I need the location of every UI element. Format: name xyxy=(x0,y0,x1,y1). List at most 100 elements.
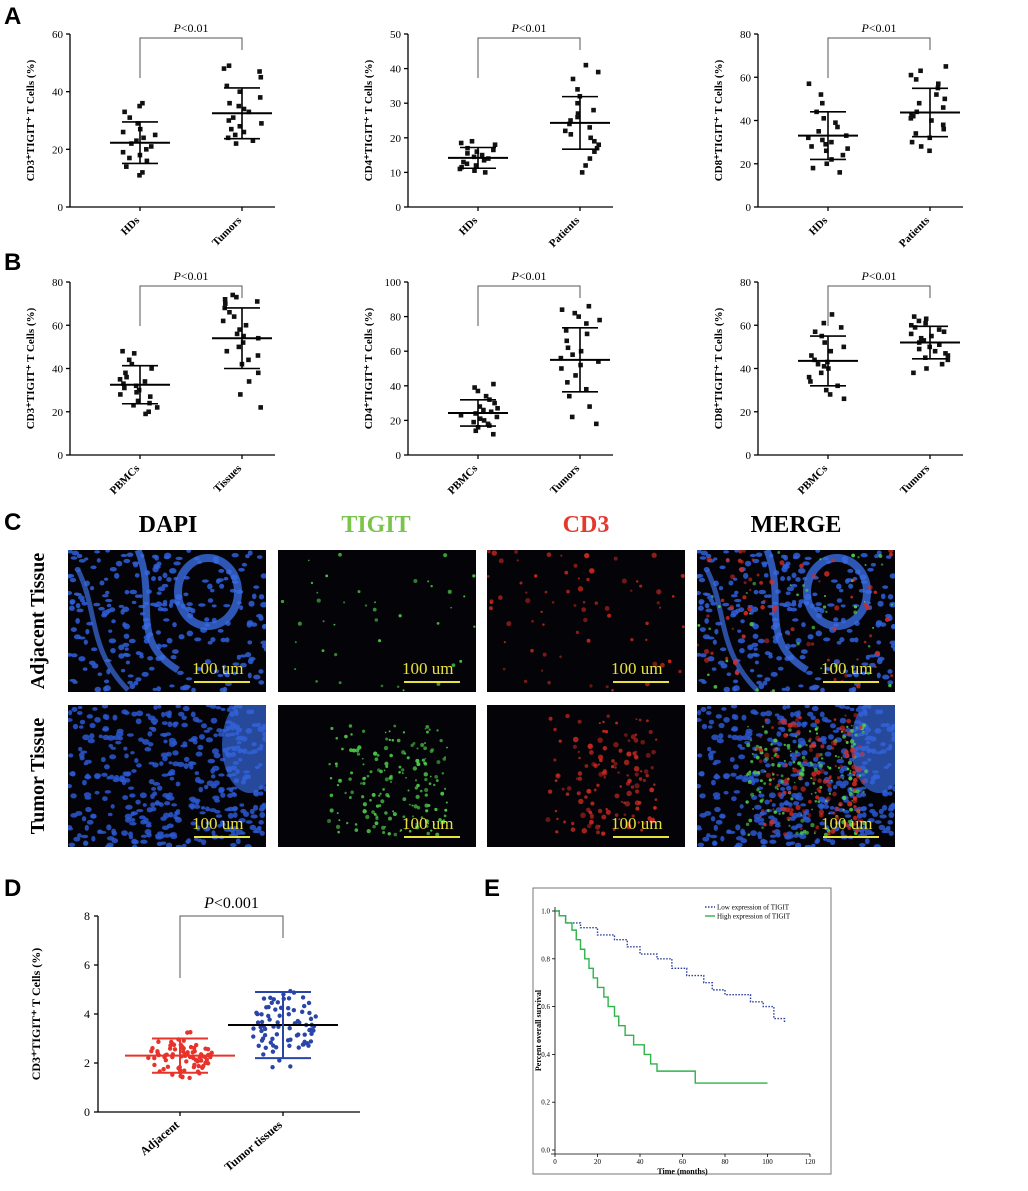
data-point xyxy=(134,138,139,143)
y-tick-label: 4 xyxy=(84,1007,90,1021)
data-point xyxy=(921,338,927,343)
data-point xyxy=(168,1043,173,1048)
data-point xyxy=(584,386,589,392)
data-point xyxy=(198,1058,204,1063)
y-tick-label: 8 xyxy=(84,909,90,923)
col-title-cd3: CD3 xyxy=(562,512,610,538)
micrograph-image xyxy=(68,705,266,847)
panel-letter-b: B xyxy=(4,249,21,276)
gland-structure xyxy=(75,568,130,692)
data-point xyxy=(259,1012,264,1017)
row-title: Adjacent Tissue xyxy=(27,553,49,690)
data-point xyxy=(237,123,243,129)
data-point xyxy=(190,1050,195,1055)
data-point xyxy=(824,161,830,167)
data-point xyxy=(180,1049,186,1054)
data-point xyxy=(146,1055,151,1061)
data-point xyxy=(918,144,924,149)
data-point xyxy=(809,144,814,149)
data-point xyxy=(255,1020,261,1025)
data-point xyxy=(178,1073,183,1079)
data-point xyxy=(934,92,939,97)
gland-structure xyxy=(803,554,871,630)
gland-structure xyxy=(174,554,242,630)
y-axis-title: CD8⁺TIGIT⁺ T Cells (%) xyxy=(713,307,725,429)
data-point xyxy=(820,137,825,143)
y-tick-label: 80 xyxy=(740,29,752,41)
data-point xyxy=(943,64,949,69)
data-point xyxy=(916,318,922,324)
data-point xyxy=(156,1039,161,1044)
y-tick-label: 60 xyxy=(740,72,752,84)
data-point xyxy=(196,1063,201,1069)
data-point xyxy=(140,170,145,175)
y-tick-label: 40 xyxy=(52,364,64,376)
data-point xyxy=(818,370,824,376)
axes xyxy=(404,33,613,211)
data-point xyxy=(806,374,812,380)
data-point xyxy=(255,353,261,358)
y-tick-label: 60 xyxy=(52,320,64,332)
micrograph-image xyxy=(487,550,685,692)
data-point xyxy=(122,385,127,391)
tumor-cluster xyxy=(851,705,895,793)
data-point xyxy=(845,146,850,151)
panel-letter-c: C xyxy=(4,509,21,536)
data-point xyxy=(908,72,914,78)
y-tick-label: 100 xyxy=(385,277,402,289)
data-point xyxy=(268,1040,274,1045)
data-point xyxy=(241,129,247,135)
scale-bar-label: 100 um xyxy=(192,659,243,678)
category-label: Adjacent xyxy=(137,1118,182,1159)
data-point xyxy=(491,147,496,153)
data-point xyxy=(477,416,483,421)
y-tick-label: 0 xyxy=(84,1105,90,1119)
data-point xyxy=(241,106,247,112)
y-tick-label: 0 xyxy=(58,202,64,214)
data-point xyxy=(134,389,139,395)
data-point xyxy=(597,317,602,323)
data-point xyxy=(152,1055,157,1061)
data-point xyxy=(287,1026,292,1031)
data-point xyxy=(277,1013,282,1018)
data-point xyxy=(575,111,581,116)
data-point xyxy=(181,1038,186,1043)
y-tick-label: 20 xyxy=(740,407,752,419)
y-tick-label: 80 xyxy=(390,312,402,324)
data-point xyxy=(481,407,486,413)
data-point xyxy=(572,310,578,316)
data-point xyxy=(285,1038,291,1043)
axes xyxy=(754,33,963,211)
y-axis-title: CD4⁺TIGIT⁺ T Cells (%) xyxy=(363,307,375,429)
panel-letter-a: A xyxy=(4,3,21,30)
data-point xyxy=(916,100,922,106)
y-tick-label: 0 xyxy=(746,202,752,214)
data-group xyxy=(550,62,610,175)
data-point xyxy=(816,129,821,134)
data-point xyxy=(458,140,464,146)
data-point xyxy=(258,74,264,80)
data-point xyxy=(275,1000,281,1005)
data-point xyxy=(149,366,154,371)
data-point xyxy=(810,165,816,171)
data-point xyxy=(472,385,477,390)
data-point xyxy=(143,147,149,152)
data-point xyxy=(246,379,252,384)
data-point xyxy=(302,1032,307,1037)
data-point xyxy=(594,145,600,151)
data-point xyxy=(148,144,154,149)
y-tick-label: 40 xyxy=(740,364,752,376)
data-point xyxy=(829,139,834,145)
data-point xyxy=(929,333,934,339)
tumor-cluster xyxy=(222,705,266,793)
scale-bar-label: 100 um xyxy=(402,659,453,678)
micrograph-image xyxy=(697,705,895,847)
significance-bracket xyxy=(477,37,581,78)
micrograph-image xyxy=(68,550,266,692)
data-point xyxy=(203,1060,208,1066)
y-tick-label: 40 xyxy=(390,381,402,393)
category-label: Patients xyxy=(547,214,583,250)
data-group xyxy=(228,988,338,1070)
data-point xyxy=(483,393,489,399)
data-point xyxy=(587,404,592,409)
